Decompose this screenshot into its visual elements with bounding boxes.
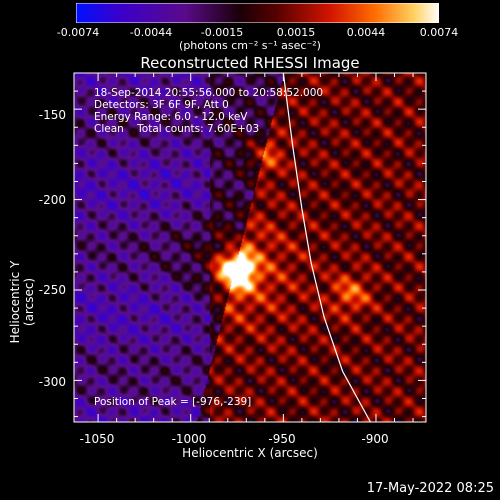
x-tick-label: -1000 [171,432,207,446]
peak-position-text: Position of Peak = [-976,-239] [94,396,252,408]
colorbar [76,3,439,23]
colorbar-tick: 0.0015 [276,26,316,39]
x-axis-label: Heliocentric X (arcsec) [182,446,318,460]
colorbar-tick: -0.0044 [129,26,173,39]
colorbar-unit: (photons cm⁻² s⁻¹ asec⁻²) [179,39,321,52]
time-range-text: 18-Sep-2014 20:55:56.000 to 20:58:52.000 [94,87,324,99]
y-axis-label: Heliocentric Y (arcsec) [8,260,36,344]
energy-range-text: Energy Range: 6.0 - 12.0 keV [94,111,248,123]
plot-area [74,73,426,422]
colorbar-tick: -0.0074 [56,26,100,39]
rhessi-image [74,73,426,422]
timestamp: 17-May-2022 08:25 [366,481,494,496]
y-tick-label: -200 [38,193,66,207]
chart-title: Reconstructed RHESSI Image [140,54,360,72]
colorbar-tick: 0.0044 [346,26,386,39]
y-tick-label: -150 [38,108,66,122]
colorbar-tick: 0.0074 [419,26,459,39]
y-tick-label: -300 [38,375,66,389]
x-tick-label: -1050 [79,432,115,446]
colorbar-tick: -0.0015 [200,26,244,39]
solar-limb [282,72,371,423]
clean-counts-text: Clean Total counts: 7.60E+03 [94,123,260,135]
x-tick-label: -900 [361,432,389,446]
y-tick-label: -250 [38,283,66,297]
detectors-text: Detectors: 3F 6F 9F, Att 0 [94,99,229,111]
x-tick-label: -950 [268,432,296,446]
